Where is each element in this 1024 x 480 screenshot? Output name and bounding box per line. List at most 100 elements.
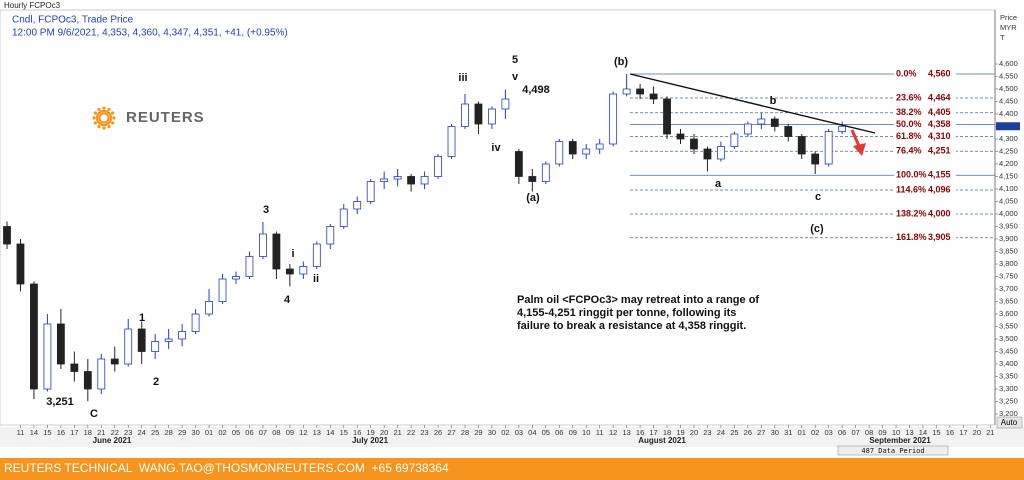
x-tick-label: 14: [30, 428, 38, 437]
y-tick-label: 3,550: [999, 321, 1018, 330]
y-tick-label: 4,500: [999, 84, 1018, 93]
wave-label: ii: [313, 273, 319, 285]
x-tick-label: 28: [461, 428, 469, 437]
y-tick-label: 3,600: [999, 309, 1018, 318]
candle-body: [622, 88, 631, 95]
x-tick-label: 10: [582, 428, 590, 437]
candle-body: [649, 93, 658, 100]
x-tick-label: 16: [946, 428, 954, 437]
candle-body: [407, 176, 416, 185]
annotation: Palm oil <FCPOc3> may retreat into a ran…: [517, 294, 759, 306]
auto-label[interactable]: Auto: [1001, 418, 1018, 427]
x-tick-label: 29: [474, 428, 482, 437]
candle-body: [609, 93, 618, 145]
y-tick-label: 3,300: [999, 384, 1018, 393]
x-tick-label: 12: [299, 428, 307, 437]
fib-label-bg: [894, 232, 956, 243]
candle-body: [595, 143, 604, 150]
y-tick-label: 4,300: [999, 134, 1018, 143]
candle-body: [474, 103, 483, 125]
x-tick-label: 10: [892, 428, 900, 437]
fib-percent: 114.6%: [896, 184, 926, 194]
candle-body: [3, 226, 11, 245]
fib-value: 4,000: [928, 208, 951, 218]
x-tick-label: 08: [272, 428, 280, 437]
logo-dot: [97, 125, 101, 129]
x-tick-label: 01: [798, 428, 806, 437]
auto-button[interactable]: [996, 416, 1023, 429]
candle-body: [568, 141, 577, 155]
x-tick-label: 05: [542, 428, 550, 437]
x-tick-label: 26: [434, 428, 442, 437]
logo-dot: [92, 116, 96, 120]
x-tick-label: 17: [70, 428, 78, 437]
candle-body: [232, 276, 240, 280]
annotation: failure to break a resistance at 4,358 r…: [517, 320, 746, 332]
x-tick-label: 17: [649, 428, 657, 437]
x-tick-label: 20: [380, 428, 388, 437]
x-tick-label: 16: [353, 428, 361, 437]
x-tick-label: 27: [447, 428, 455, 437]
x-tick-label: 21: [393, 428, 401, 437]
x-tick-label: 19: [676, 428, 684, 437]
x-tick-label: 25: [730, 428, 738, 437]
y-tick-label: 3,400: [999, 359, 1018, 368]
candle-body: [501, 98, 510, 110]
candle-body: [191, 313, 200, 332]
wave-label: v: [512, 71, 519, 83]
last-price-marker: [996, 122, 1020, 131]
wave-label: C: [90, 408, 98, 420]
x-tick-label: 23: [703, 428, 711, 437]
candle-body: [272, 233, 281, 270]
x-tick-label: 24: [717, 428, 725, 437]
x-tick-label: 18: [663, 428, 671, 437]
x-tick-label: 06: [555, 428, 563, 437]
month-label: June 2021: [93, 436, 132, 445]
x-tick-label: 22: [407, 428, 415, 437]
x-tick-label: 23: [124, 428, 132, 437]
x-tick-label: 02: [218, 428, 226, 437]
wave-label: 3,251: [46, 396, 74, 408]
x-tick-label: 03: [515, 428, 523, 437]
candle-body: [205, 301, 213, 315]
candle-body: [488, 108, 496, 125]
candle-body: [797, 136, 806, 155]
x-tick-label: 24: [138, 428, 146, 437]
candle-body: [636, 88, 644, 95]
month-label: September 2021: [869, 436, 931, 445]
wave-label: i: [291, 248, 294, 260]
x-tick-label: 04: [528, 428, 536, 437]
logo-dot: [107, 107, 111, 111]
fib-value: 4,155: [928, 170, 951, 180]
x-tick-label: 13: [622, 428, 630, 437]
logo-dot: [109, 114, 113, 118]
candle-body: [824, 131, 833, 165]
x-tick-label: 18: [84, 428, 92, 437]
x-tick-label: 02: [501, 428, 509, 437]
fib-percent: 50.0%: [896, 119, 922, 129]
candle-body: [690, 138, 698, 150]
y-tick-label: 3,350: [999, 371, 1018, 380]
candle-body: [83, 371, 92, 390]
arrow-shaft: [850, 129, 861, 147]
x-tick-label: 11: [17, 428, 25, 437]
candle-body: [245, 256, 254, 277]
fib-percent: 23.6%: [896, 92, 922, 102]
fib-value: 4,310: [928, 131, 951, 141]
candle-body: [461, 103, 469, 127]
x-tick-label: 20: [973, 428, 981, 437]
fib-label-bg: [894, 107, 956, 118]
candle-body: [380, 178, 389, 182]
y-tick-label: 3,650: [999, 296, 1018, 305]
y-tick-label: 4,100: [999, 184, 1018, 193]
fib-label-bg: [894, 146, 956, 157]
fib-value: 3,905: [928, 232, 951, 242]
candle-body: [353, 201, 362, 210]
fib-label-bg: [894, 69, 956, 79]
x-tick-label: 16: [636, 428, 644, 437]
logo-dot: [97, 107, 101, 111]
wave-label: a: [715, 178, 722, 190]
x-tick-label: 12: [609, 428, 617, 437]
x-tick-label: 13: [905, 428, 913, 437]
